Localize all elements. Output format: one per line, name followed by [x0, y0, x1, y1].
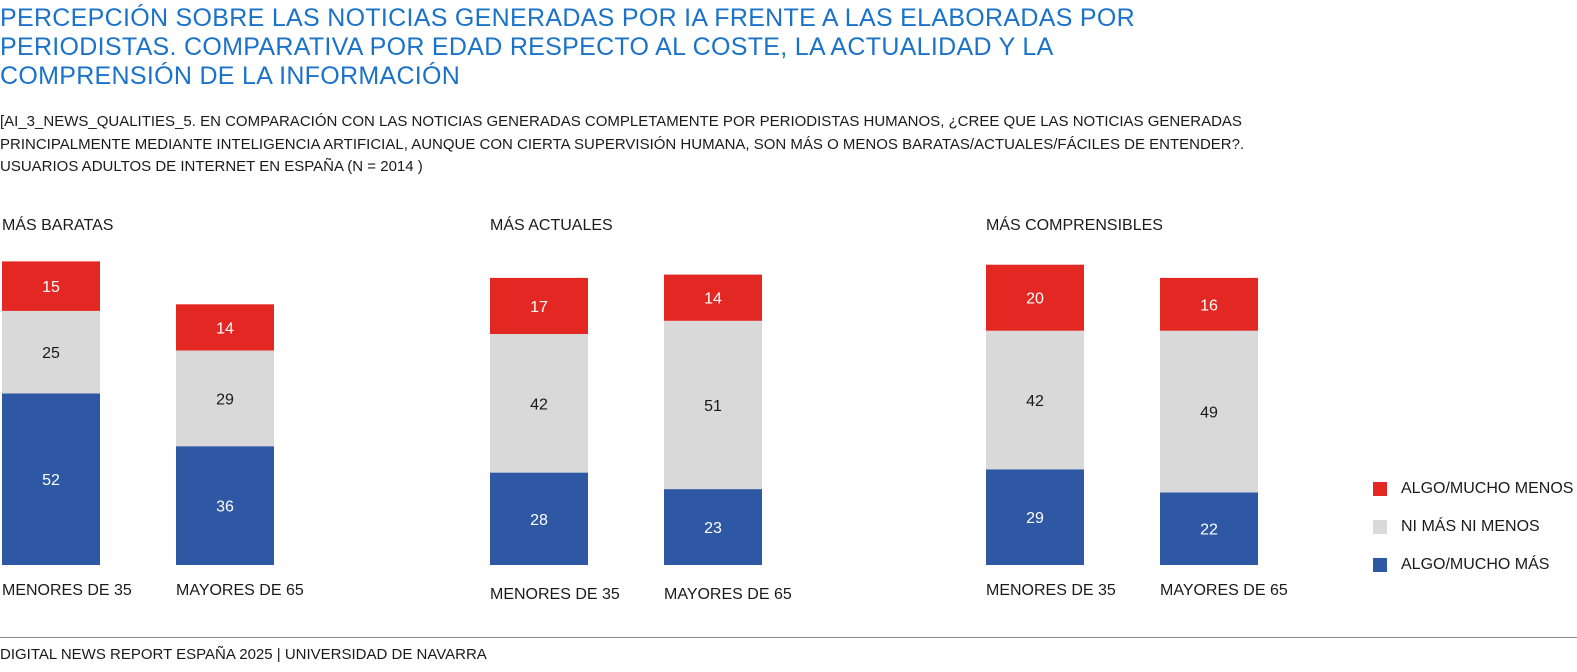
bar-segment-neither — [490, 334, 588, 473]
data-label: 36 — [216, 499, 234, 516]
subtitle-line: [AI_3_NEWS_QUALITIES_5. EN COMPARACIÓN C… — [0, 113, 1242, 130]
data-label: 20 — [1026, 291, 1044, 308]
data-label: 52 — [42, 472, 60, 489]
data-label: 29 — [1026, 510, 1044, 527]
bar-segment-neither — [1160, 330, 1258, 493]
data-label: 42 — [530, 396, 548, 413]
legend-label: ALGO/MUCHO MÁS — [1401, 556, 1550, 573]
bar-segment-less — [986, 264, 1084, 331]
legend-item-less: ALGO/MUCHO MENOS — [1373, 470, 1573, 508]
data-label: 16 — [1200, 297, 1218, 314]
bar-segment-more — [986, 469, 1084, 565]
data-label: 29 — [216, 391, 234, 408]
panel-title: MÁS COMPRENSIBLES — [986, 215, 1163, 234]
category-label: MAYORES DE 65 — [176, 582, 304, 599]
data-label: 49 — [1200, 405, 1218, 422]
data-label: 14 — [216, 320, 234, 337]
bar-segment-less — [2, 261, 100, 311]
data-label: 25 — [42, 345, 60, 362]
category-label: MENORES DE 35 — [986, 582, 1116, 599]
category-label: MAYORES DE 65 — [1160, 582, 1288, 599]
panel-title: MÁS ACTUALES — [490, 215, 613, 234]
legend-swatch-less — [1373, 482, 1387, 496]
category-label: MAYORES DE 65 — [664, 586, 792, 603]
bar-segment-less — [176, 304, 274, 351]
category-label: MENORES DE 35 — [490, 586, 620, 603]
data-label: 28 — [530, 512, 548, 529]
legend-item-neither: NI MÁS NI MENOS — [1373, 508, 1573, 546]
data-label: 15 — [42, 279, 60, 296]
subtitle-line: PRINCIPALMENTE MEDIANTE INTELIGENCIA ART… — [0, 135, 1245, 153]
bar-segment-more — [490, 472, 588, 565]
chart-panel: MÁS ACTUALES 28 42 17 MENORES DE 35 23 51 14 MAY… — [490, 215, 792, 603]
panel-title: MÁS BARATAS — [2, 215, 113, 234]
bar-segment-neither — [986, 330, 1084, 470]
subtitle-line: USUARIOS ADULTOS DE INTERNET EN ESPAÑA (… — [0, 158, 423, 175]
legend-label: NI MÁS NI MENOS — [1401, 518, 1540, 535]
chart-panel: MÁS COMPRENSIBLES 29 42 20 MENORES DE 35 22 49… — [986, 215, 1288, 599]
data-label: 51 — [704, 398, 722, 415]
chart-panel: MÁS BARATAS 52 25 15 MENORES DE 35 36 29 14 MAYO… — [2, 215, 304, 599]
bar-segment-less — [664, 274, 762, 321]
data-label: 22 — [1200, 522, 1218, 539]
category-label: MENORES DE 35 — [2, 582, 132, 599]
footer-divider — [0, 637, 1577, 638]
bar-segment-neither — [176, 350, 274, 447]
footer-source: DIGITAL NEWS REPORT ESPAÑA 2025 | UNIVER… — [0, 646, 487, 663]
data-label: 17 — [530, 299, 548, 316]
data-label: 14 — [704, 291, 722, 308]
bar-segment-more — [1160, 492, 1258, 565]
bar-segment-more — [176, 446, 274, 565]
chart-subtitle: [AI_3_NEWS_QUALITIES_5. EN COMPARACIÓN C… — [0, 111, 1245, 179]
legend-label: ALGO/MUCHO MENOS — [1401, 480, 1574, 497]
chart-title: PERCEPCIÓN SOBRE LAS NOTICIAS GENERADAS … — [0, 4, 1136, 90]
legend: ALGO/MUCHO MENOS NI MÁS NI MENOS ALGO/MU… — [1373, 470, 1573, 584]
data-label: 23 — [704, 520, 722, 537]
data-label: 42 — [1026, 393, 1044, 410]
bar-segment-more — [2, 393, 100, 565]
bar-segment-neither — [2, 310, 100, 394]
legend-swatch-neither — [1373, 520, 1387, 534]
legend-item-more: ALGO/MUCHO MÁS — [1373, 546, 1573, 584]
bar-segment-less — [1160, 277, 1258, 331]
legend-swatch-more — [1373, 558, 1387, 572]
bar-segment-neither — [664, 320, 762, 490]
bar-segment-more — [664, 489, 762, 565]
bar-segment-less — [490, 277, 588, 334]
